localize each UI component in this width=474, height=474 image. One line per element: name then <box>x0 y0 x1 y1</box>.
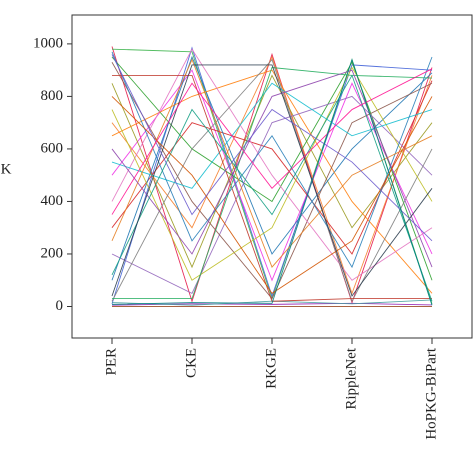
series-line <box>112 67 433 300</box>
series-line <box>111 55 433 295</box>
y-tick-label: 200 <box>41 245 64 261</box>
series-line <box>111 46 433 304</box>
series-line <box>111 64 433 297</box>
series-line <box>111 56 433 281</box>
x-tick-label: HoPKG-BiPart <box>423 347 439 440</box>
series-line <box>111 54 433 242</box>
series-line <box>111 68 433 215</box>
y-tick-label: 600 <box>41 140 64 156</box>
x-tick-label: PER <box>103 348 119 376</box>
series-line <box>111 51 433 269</box>
y-tick-label: 0 <box>56 298 64 314</box>
x-tick-label: RKGE <box>263 348 279 389</box>
y-tick-label: 400 <box>41 193 64 209</box>
y-tick-label: 1000 <box>33 35 63 51</box>
series-line <box>111 46 433 304</box>
series-line <box>111 62 433 300</box>
plot-frame <box>71 14 473 339</box>
series-line <box>112 74 432 302</box>
y-axis-label: K <box>1 161 12 177</box>
series-line <box>111 48 433 281</box>
series-line <box>111 74 433 302</box>
series-line <box>111 82 433 189</box>
series-line <box>111 66 433 281</box>
series-line <box>111 58 433 306</box>
y-tick-label: 800 <box>41 88 64 104</box>
series-line <box>111 69 433 294</box>
series-line <box>111 58 433 303</box>
x-tick-label: CKE <box>183 348 199 378</box>
series-line <box>111 95 433 294</box>
series-line <box>111 55 433 281</box>
series-line <box>111 69 433 268</box>
series-line <box>111 96 433 294</box>
x-tick-label: RippleNet <box>343 347 359 409</box>
series-line <box>111 58 433 268</box>
